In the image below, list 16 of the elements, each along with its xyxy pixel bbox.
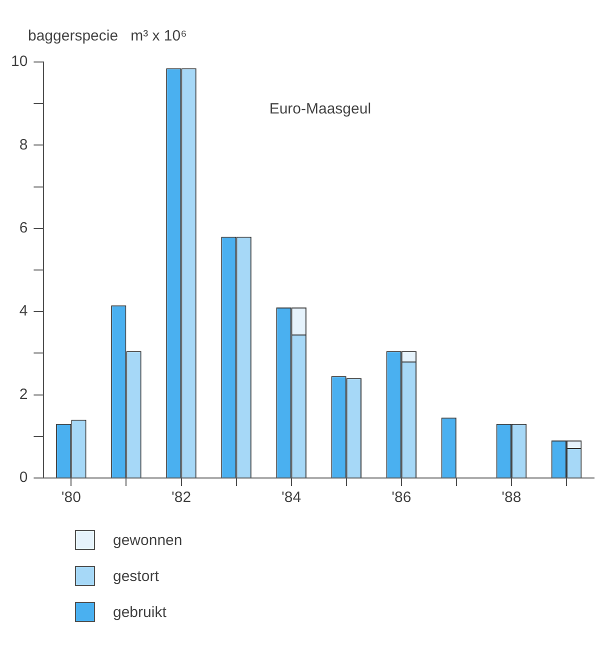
- x-tick-label: '84: [282, 489, 302, 506]
- legend-label: gestort: [113, 568, 159, 584]
- x-tick-label: '88: [502, 489, 522, 506]
- annotation: Euro-Maasgeul: [269, 100, 372, 118]
- x-tick-label: '80: [61, 489, 81, 506]
- y-tick-label: 2: [19, 386, 28, 403]
- y-axis-title: baggerspecie m³ x 10⁶: [28, 28, 187, 45]
- y-tick-label: 0: [19, 469, 28, 486]
- legend-label: gebruikt: [113, 604, 166, 620]
- x-tick-label: '86: [392, 489, 412, 506]
- x-tick-label: '82: [171, 489, 192, 506]
- y-tick-label: 8: [19, 136, 28, 154]
- y-tick-label: 4: [19, 302, 28, 320]
- y-tick-label: 6: [19, 220, 28, 237]
- legend-label: gewonnen: [113, 532, 182, 548]
- y-tick-label: 10: [10, 53, 28, 70]
